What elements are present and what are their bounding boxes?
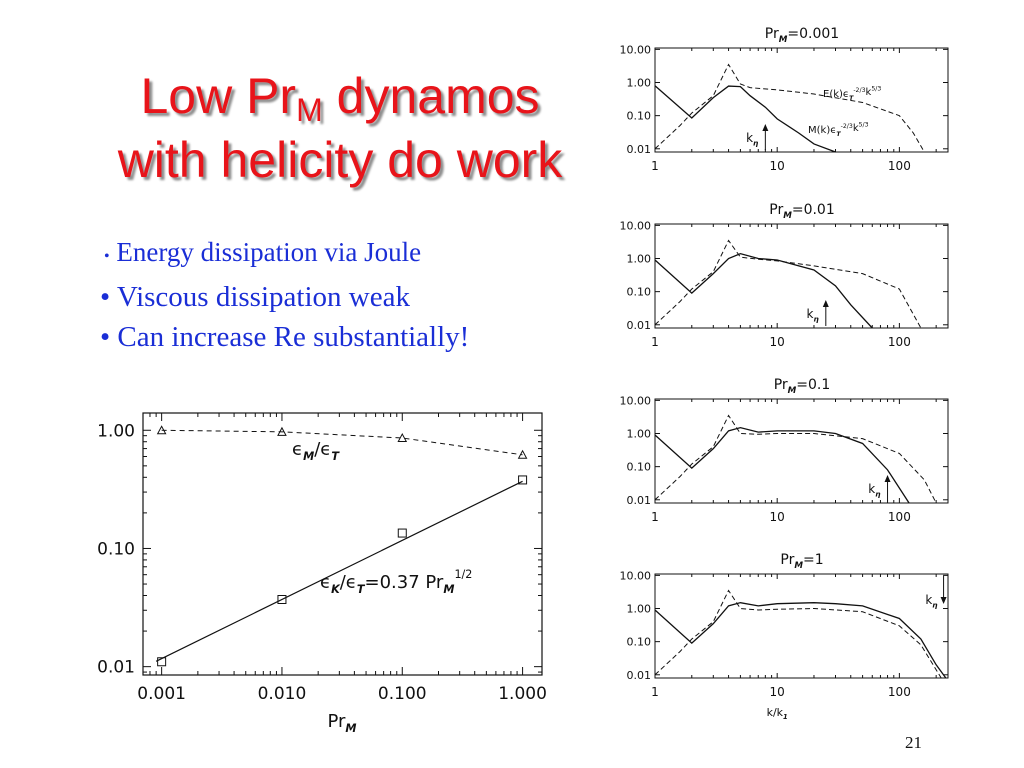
x-tick-label: 10 xyxy=(770,685,785,699)
x-tick-label: 0.010 xyxy=(258,684,307,704)
title-line-2: with helicity do work xyxy=(117,132,563,188)
x-tick-label: 100 xyxy=(888,335,911,349)
y-tick-label: 1.00 xyxy=(627,77,652,90)
bullet-marker: • xyxy=(100,321,111,353)
slide-title: Low PrM dynamos with helicity do work xyxy=(60,64,620,192)
title-line-1: Low PrM dynamos xyxy=(60,64,620,128)
x-tick-label: 1 xyxy=(651,510,659,524)
magnetic-legend-label: M(k)ϵT-2/3k5/3 xyxy=(808,121,869,138)
spectrum-chart-prm-0001: PrM=0.001 1 10 100 10.00 1.00 0.10 0.01 kη E(k)ϵT… xyxy=(620,26,949,173)
x-tick-label: 100 xyxy=(888,159,911,173)
y-tick-label: 10.00 xyxy=(620,43,652,56)
bullet-marker: • xyxy=(104,248,110,265)
x-tick-label: 1.000 xyxy=(498,684,547,704)
kinetic-legend-label: E(k)ϵT-2/3k5/3 xyxy=(823,85,881,102)
x-tick-label: 100 xyxy=(888,685,911,699)
kinetic-spectrum-line xyxy=(654,239,922,329)
y-tick-label: 1.00 xyxy=(627,428,652,441)
panel-title: PrM=0.001 xyxy=(765,26,839,45)
bullet-text: Viscous dissipation weak xyxy=(116,281,410,313)
y-tick-label: 0.01 xyxy=(97,658,135,678)
ek-ratio-point xyxy=(157,657,167,667)
bullet-text: Energy dissipation via Joule xyxy=(116,237,422,267)
k-eta-label: kη xyxy=(868,482,881,498)
em-ratio-point xyxy=(397,432,408,443)
y-tick-label: 0.01 xyxy=(627,669,652,682)
spectrum-chart-prm-001: PrM=0.01 1 10 100 10.00 1.00 0.10 0.01 kη xyxy=(620,202,949,349)
y-tick-label: 10.00 xyxy=(620,569,652,582)
x-axis-label: k/k1 xyxy=(767,706,788,721)
k-eta-label: kη xyxy=(746,131,759,147)
y-tick-label: 1.00 xyxy=(627,253,652,266)
bullet-text: Can increase Re substantially! xyxy=(117,321,470,353)
y-tick-label: 0.01 xyxy=(627,143,652,156)
panel-frame xyxy=(654,223,949,329)
y-tick-label: 0.10 xyxy=(627,636,652,649)
panel-frame xyxy=(654,47,949,153)
kinetic-spectrum-line xyxy=(654,63,925,153)
panel-title: PrM=1 xyxy=(780,552,823,571)
y-tick-label: 0.10 xyxy=(97,539,135,559)
plot-frame xyxy=(142,412,543,676)
magnetic-spectrum-line xyxy=(654,602,947,679)
k-eta-arrowhead xyxy=(822,300,829,307)
title-dynamos: dynamos xyxy=(322,68,540,124)
bullet-item: • Viscous dissipation weak xyxy=(100,277,580,317)
bullet-item: • Energy dissipation via Joule xyxy=(100,232,580,277)
x-tick-label: 1 xyxy=(651,685,659,699)
y-tick-label: 10.00 xyxy=(620,219,652,232)
y-tick-label: 0.01 xyxy=(627,494,652,507)
x-axis-label: PrM xyxy=(327,711,356,735)
ek-ratio-point xyxy=(397,528,407,538)
bullet-marker: • xyxy=(100,281,111,313)
y-tick-label: 0.10 xyxy=(627,110,652,123)
y-tick-label: 1.00 xyxy=(627,603,652,616)
y-tick-label: 10.00 xyxy=(620,394,652,407)
ek-fit-label: ϵK/ϵT=0.37 PrM1/2 xyxy=(320,568,472,596)
k-eta-arrowhead xyxy=(762,124,769,131)
bullet-list: • Energy dissipation via Joule • Viscous… xyxy=(100,232,580,357)
em-ratio-point xyxy=(277,426,287,436)
x-tick-label: 10 xyxy=(770,159,785,173)
k-eta-arrowhead xyxy=(884,475,891,482)
spectrum-chart-prm-01: PrM=0.1 1 10 100 10.00 1.00 0.10 0.01 kη xyxy=(620,377,949,524)
kinetic-spectrum-line xyxy=(654,414,937,504)
y-tick-label: 0.10 xyxy=(627,461,652,474)
ek-ratio-point xyxy=(277,595,287,605)
panel-title: PrM=0.01 xyxy=(769,202,835,221)
x-tick-label: 100 xyxy=(888,510,911,524)
magnetic-spectrum-line xyxy=(654,252,873,329)
x-tick-label: 1 xyxy=(651,335,659,349)
page-number: 21 xyxy=(905,733,922,752)
k-eta-label: kη xyxy=(807,307,820,323)
x-tick-label: 0.100 xyxy=(378,684,427,704)
title-pr-subscript: M xyxy=(296,92,323,128)
ek-ratio-point xyxy=(518,475,528,485)
y-tick-label: 1.00 xyxy=(97,421,135,441)
x-tick-label: 1 xyxy=(651,159,659,173)
title-pr: Low Pr xyxy=(140,68,297,124)
x-tick-label: 0.001 xyxy=(137,684,186,704)
em-ratio-point xyxy=(517,449,528,459)
panel-title: PrM=0.1 xyxy=(774,377,831,396)
panel-frame xyxy=(654,573,949,679)
y-tick-label: 0.01 xyxy=(627,319,652,332)
panel-frame xyxy=(654,398,949,504)
em-ratio-label: ϵM/ϵT xyxy=(292,439,340,463)
k-eta-label: kη xyxy=(925,593,938,609)
x-tick-label: 10 xyxy=(770,510,785,524)
x-tick-label: 10 xyxy=(770,335,785,349)
magnetic-spectrum-line xyxy=(654,427,910,504)
bullet-item: • Can increase Re substantially! xyxy=(100,317,580,357)
y-tick-label: 0.10 xyxy=(627,286,652,299)
spectrum-chart-prm-1: PrM=1 1 10 100 10.00 1.00 0.10 0.01 kη k/k1 xyxy=(620,552,949,721)
magnetic-spectrum-line xyxy=(654,85,836,153)
k-eta-arrowhead xyxy=(940,597,947,604)
dissipation-ratio-chart: 0.001 0.010 0.100 1.000 0.01 0.10 1.00 PrM ϵM/ϵT… xyxy=(97,412,547,735)
ek-fit-line xyxy=(155,480,523,662)
em-ratio-line xyxy=(161,429,523,456)
em-ratio-point xyxy=(156,425,167,435)
kinetic-spectrum-line xyxy=(654,589,942,679)
